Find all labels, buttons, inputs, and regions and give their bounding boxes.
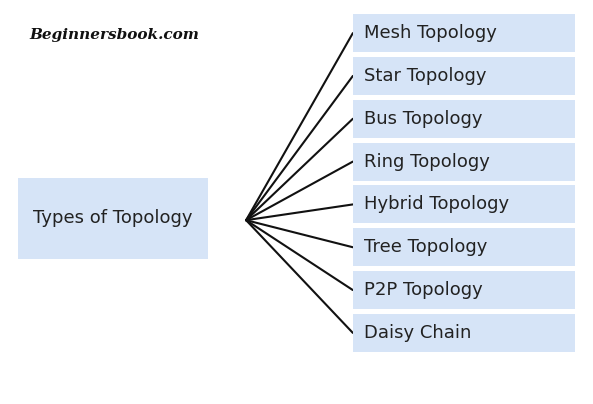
FancyBboxPatch shape — [18, 178, 208, 259]
Text: Mesh Topology: Mesh Topology — [364, 24, 496, 42]
Text: P2P Topology: P2P Topology — [364, 281, 482, 299]
Text: Beginnersbook.com: Beginnersbook.com — [30, 28, 199, 42]
Text: Hybrid Topology: Hybrid Topology — [364, 196, 509, 213]
FancyBboxPatch shape — [353, 228, 575, 266]
FancyBboxPatch shape — [353, 100, 575, 138]
Text: Daisy Chain: Daisy Chain — [364, 324, 471, 342]
FancyBboxPatch shape — [353, 14, 575, 52]
FancyBboxPatch shape — [353, 57, 575, 95]
FancyBboxPatch shape — [353, 185, 575, 223]
FancyBboxPatch shape — [353, 271, 575, 309]
Text: Bus Topology: Bus Topology — [364, 110, 482, 128]
Text: Tree Topology: Tree Topology — [364, 238, 487, 256]
Text: Ring Topology: Ring Topology — [364, 153, 489, 170]
FancyBboxPatch shape — [353, 314, 575, 352]
Text: Star Topology: Star Topology — [364, 67, 486, 85]
FancyBboxPatch shape — [353, 143, 575, 181]
Text: Types of Topology: Types of Topology — [33, 209, 192, 227]
